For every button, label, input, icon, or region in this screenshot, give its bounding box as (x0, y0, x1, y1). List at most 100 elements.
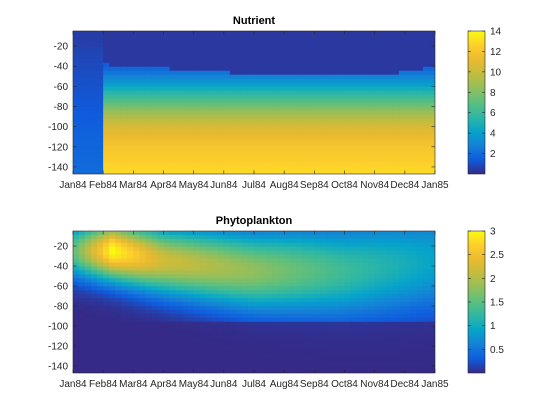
heatmap-cell (133, 154, 140, 159)
x-tick-label: Sep84 (300, 379, 329, 390)
heatmap-cell (350, 78, 358, 84)
heatmap-cell (338, 82, 346, 88)
heatmap-cell (266, 365, 273, 370)
heatmap-cell (181, 74, 189, 80)
heatmap-cell (392, 333, 400, 339)
heatmap-cell (278, 106, 285, 112)
heatmap-cell (241, 106, 249, 112)
heatmap-cell (211, 134, 219, 139)
heatmap-cell (181, 294, 189, 299)
heatmap-cell (193, 34, 201, 40)
heatmap-cell (223, 258, 231, 264)
heatmap-cell (332, 294, 340, 299)
heatmap-cell (247, 46, 255, 52)
heatmap-cell (115, 50, 122, 56)
heatmap-cell (362, 54, 370, 60)
heatmap-cell (235, 298, 243, 303)
heatmap-cell (211, 126, 219, 131)
heatmap-cell (392, 305, 400, 311)
heatmap-cell (73, 325, 80, 331)
heatmap-cell (115, 94, 122, 100)
heatmap-cell (302, 349, 309, 354)
heatmap-cell (103, 42, 110, 48)
heatmap-cell (139, 86, 146, 92)
heatmap-cell (139, 321, 146, 327)
heatmap-cell (398, 106, 406, 112)
heatmap-cell (398, 94, 406, 100)
heatmap-cell (392, 162, 400, 167)
heatmap-cell (398, 357, 406, 362)
y-tick-label: -60 (54, 82, 69, 93)
heatmap-cell (157, 31, 165, 36)
heatmap-cell (103, 90, 110, 96)
heatmap-cell (278, 142, 285, 147)
heatmap-cell (314, 294, 321, 299)
heatmap-cell (320, 262, 327, 268)
heatmap-cell (145, 82, 153, 88)
heatmap-cell (229, 266, 237, 272)
heatmap-cell (356, 110, 364, 116)
heatmap-cell (350, 246, 358, 252)
heatmap-cell (139, 357, 146, 362)
heatmap-cell (247, 126, 255, 131)
heatmap-cell (368, 309, 376, 315)
colorbar-tick-label: 8 (490, 88, 496, 99)
heatmap-cell (211, 302, 219, 307)
heatmap-cell (247, 337, 255, 343)
heatmap-cell (193, 242, 201, 248)
heatmap-cell (386, 66, 394, 72)
heatmap-cell (254, 298, 261, 303)
heatmap-cell (380, 250, 388, 256)
heatmap-cell (398, 294, 406, 299)
heatmap-cell (115, 170, 122, 174)
heatmap-cell (109, 258, 116, 264)
heatmap-cell (260, 138, 267, 143)
heatmap-cell (278, 82, 285, 88)
heatmap-cell (410, 94, 418, 100)
heatmap-cell (278, 353, 285, 358)
heatmap-cell (326, 242, 334, 248)
heatmap-cell (97, 50, 104, 56)
heatmap-cell (223, 361, 231, 366)
heatmap-cell (247, 142, 255, 147)
heatmap-cell (145, 282, 153, 287)
heatmap-cell (73, 333, 80, 339)
heatmap-cell (163, 290, 171, 295)
heatmap-cell (326, 146, 334, 151)
heatmap-cell (314, 290, 321, 295)
heatmap-cell (386, 162, 394, 167)
heatmap-cell (338, 42, 346, 48)
heatmap-cell (362, 242, 370, 248)
heatmap-cell (260, 286, 267, 291)
heatmap-cell (181, 106, 189, 112)
heatmap-cell (217, 126, 225, 131)
heatmap-cell (133, 110, 140, 116)
heatmap-cell (320, 266, 327, 272)
heatmap-cell (428, 66, 435, 72)
heatmap-cell (422, 365, 430, 370)
heatmap-cell (157, 150, 165, 155)
heatmap-cell (145, 341, 153, 346)
heatmap-cell (211, 290, 219, 295)
heatmap-cell (362, 154, 370, 159)
heatmap-cell (205, 270, 213, 275)
heatmap-cell (422, 62, 430, 68)
heatmap-cell (350, 58, 358, 64)
heatmap-cell (103, 122, 110, 127)
heatmap-cell (386, 146, 394, 151)
heatmap-cell (235, 270, 243, 275)
heatmap-cell (139, 313, 146, 319)
heatmap-cell (223, 231, 231, 236)
heatmap-cell (338, 238, 346, 244)
heatmap-cell (157, 142, 165, 147)
heatmap-cell (380, 146, 388, 151)
heatmap-cell (217, 258, 225, 264)
heatmap-cell (296, 238, 303, 244)
heatmap-cell (278, 58, 285, 64)
heatmap-cell (121, 286, 128, 291)
heatmap-cell (260, 262, 267, 268)
heatmap-cell (290, 62, 297, 68)
heatmap-cell (133, 46, 140, 52)
heatmap-cell (296, 142, 303, 147)
heatmap-cell (157, 294, 165, 299)
